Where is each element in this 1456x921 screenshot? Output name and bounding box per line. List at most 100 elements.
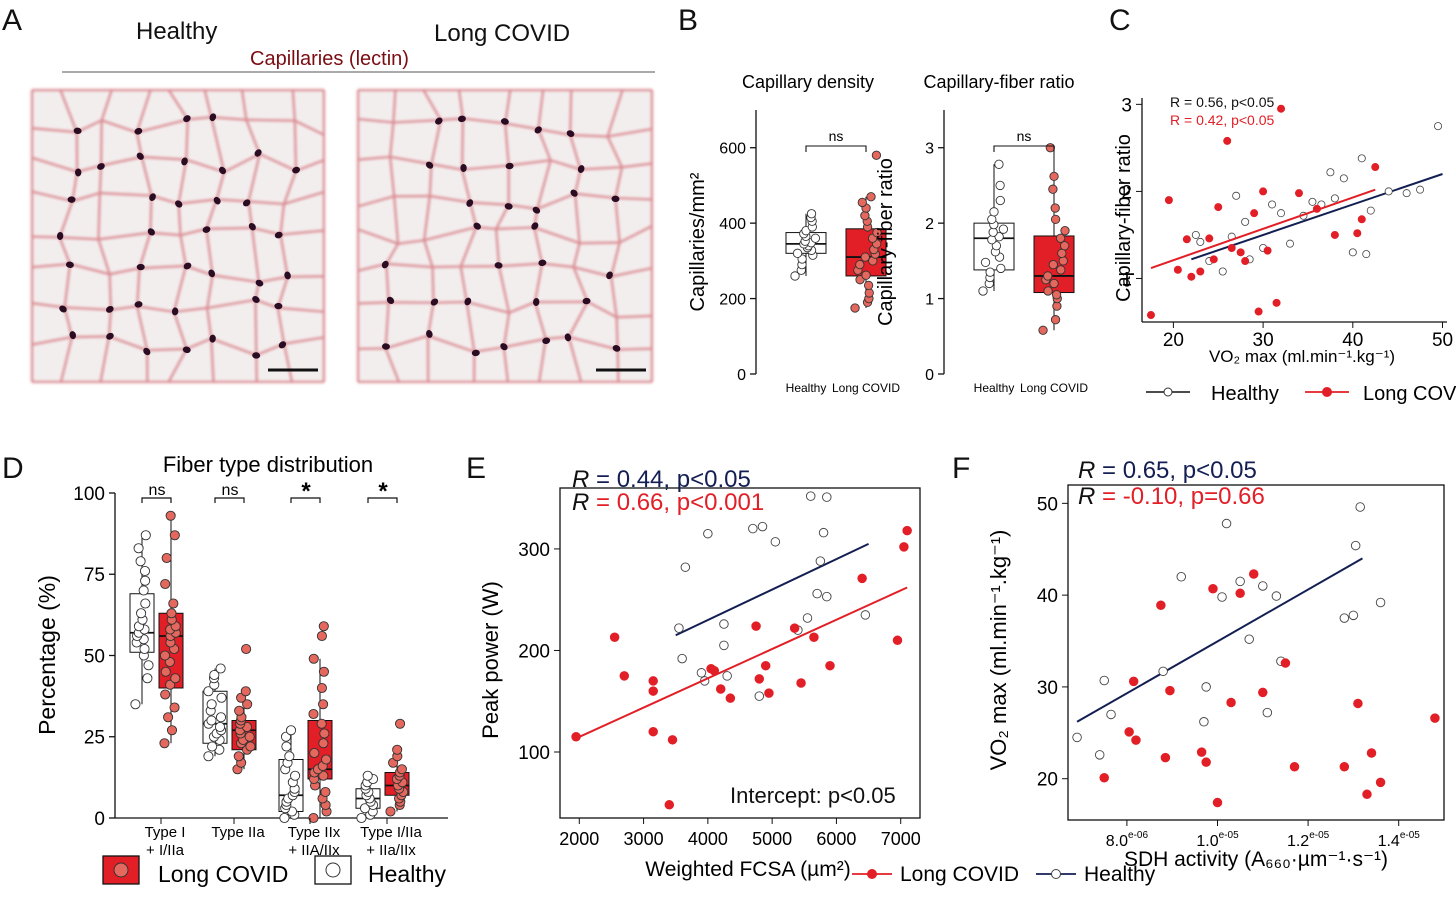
- panel-d-y-tick-label: 75: [84, 565, 105, 586]
- capillary-dot: [175, 200, 183, 208]
- capillary-dot: [171, 307, 179, 316]
- membrane-segment: [474, 345, 505, 354]
- capillary-dot: [460, 163, 467, 172]
- capillary-dots-healthy: [56, 113, 300, 359]
- panel-e-x-tick-label: 2000: [559, 829, 599, 849]
- capillary-dot: [532, 206, 541, 214]
- panel-f-point-longcovid: [1128, 676, 1139, 687]
- panel-b-density-x-tick-label: Healthy: [786, 381, 827, 395]
- panel-c-point-longcovid: [1227, 243, 1236, 252]
- panel-f-point-longcovid: [1362, 789, 1372, 800]
- panel-d-longcovid-g2-point: [318, 738, 329, 749]
- capillary-dot: [181, 157, 188, 166]
- membrane-segment: [210, 116, 226, 173]
- panel-d-longcovid-g0-point: [160, 578, 171, 590]
- panel-b-density-title: Capillary density: [742, 72, 874, 92]
- membrane-segment: [580, 165, 623, 171]
- capillary-dot: [143, 347, 151, 356]
- panel-b-ratio-longcovid-point: [1050, 315, 1061, 325]
- membrane-segment: [459, 226, 478, 267]
- panel-c-point-healthy: [1286, 239, 1295, 248]
- panel-f-point-healthy: [1339, 613, 1350, 623]
- membrane-segment: [206, 226, 253, 231]
- panel-b-ratio-title: Capillary-fiber ratio: [923, 72, 1074, 92]
- membrane-segment: [570, 133, 608, 138]
- membrane-segment: [616, 349, 620, 383]
- panel-f-point-longcovid: [1196, 747, 1207, 757]
- panel-b-ratio-longcovid-point: [1049, 278, 1059, 289]
- membrane-segment: [135, 268, 141, 307]
- panel-d-longcovid-g2-point: [308, 653, 319, 664]
- panel-e-point-longcovid: [825, 660, 835, 671]
- membrane-segment: [388, 156, 396, 197]
- panel-d-longcovid-g2-point: [316, 630, 327, 642]
- panel-e-point-healthy: [802, 613, 813, 623]
- panel-d-longcovid-g2-point: [318, 770, 329, 781]
- membrane-segment: [616, 314, 653, 319]
- membrane-segment: [384, 347, 401, 383]
- panel-b-ratio-sig-bracket: [993, 145, 1055, 152]
- panel-b-ratio-healthy-point: [994, 159, 1004, 169]
- panel-c-point-healthy: [1326, 168, 1335, 177]
- panel-e-point-longcovid: [648, 676, 658, 686]
- panel-e-point-longcovid: [667, 735, 678, 745]
- membrane-segment: [245, 119, 261, 155]
- membrane-segment: [258, 275, 288, 284]
- panel-f-point-healthy: [1201, 682, 1211, 692]
- membrane-segment: [31, 190, 73, 203]
- capillary-dot: [74, 168, 82, 177]
- capillary-dot: [570, 189, 578, 197]
- panel-e-x-axis-label: Weighted FCSA (µm²): [645, 858, 850, 881]
- membrane-segment: [167, 89, 189, 121]
- panel-b-density-healthy-point: [792, 248, 803, 258]
- panel-f-point-longcovid: [1339, 762, 1350, 772]
- membrane-segment: [609, 276, 618, 318]
- capillary-dot: [149, 193, 156, 201]
- panel-d-sig-bracket: [141, 497, 172, 503]
- legend-c-healthy-marker: [1163, 387, 1173, 397]
- capillary-dot: [425, 161, 434, 169]
- panel-d-healthy-g3-point: [362, 770, 373, 781]
- membrane-segment: [185, 158, 225, 174]
- panel-f-point-longcovid: [1131, 735, 1141, 745]
- membrane-segment: [504, 122, 539, 131]
- membrane-segment: [167, 348, 188, 383]
- panel-b-density-y-tick-label: 200: [719, 291, 746, 308]
- membrane-segment: [172, 265, 188, 313]
- panel-d-sig-bracket: [290, 497, 321, 503]
- panel-b-ratio-longcovid-point: [1050, 214, 1061, 225]
- panel-b-density-y-tick-label: 600: [719, 140, 746, 157]
- membrane-segment: [393, 118, 441, 124]
- panel-d-healthy-g1-point: [214, 721, 226, 733]
- panel-b-ratio-longcovid-point: [1043, 286, 1053, 296]
- membrane-network-healthy: [30, 88, 326, 384]
- panel-c-x-axis-label: VO₂ max (ml.min⁻¹.kg⁻¹): [1209, 347, 1395, 366]
- membrane-segment: [98, 165, 103, 194]
- membrane-segment: [180, 227, 207, 237]
- membrane-segment: [536, 159, 552, 210]
- panel-c-point-healthy: [1339, 174, 1348, 183]
- membrane-segment: [573, 265, 612, 278]
- panel-c-point-healthy: [1362, 250, 1371, 259]
- membrane-segment: [254, 299, 258, 356]
- panel-d-healthy-g2-point: [284, 751, 295, 762]
- panel-c-point-healthy: [1330, 194, 1339, 203]
- capillary-dot: [134, 301, 143, 308]
- membrane-segment: [259, 152, 297, 172]
- membrane-segment: [433, 300, 467, 305]
- panel-b-ratio-longcovid-point: [1056, 265, 1066, 275]
- membrane-segment: [205, 307, 213, 339]
- membrane-segment: [138, 232, 152, 269]
- membrane-segment: [429, 194, 471, 204]
- panel-d-sig-label: *: [378, 478, 388, 505]
- panel-b-density-longcovid-point: [860, 210, 870, 221]
- panel-d-longcovid-g0-point: [169, 530, 180, 541]
- panel-b-ratio-longcovid-point: [1055, 233, 1066, 243]
- panel-label-f: F: [952, 452, 971, 485]
- panel-e-stat-healthy: R = 0.44, p<0.05: [572, 466, 751, 493]
- membrane-segment: [215, 171, 226, 200]
- panel-a-longcovid-label: Long COVID: [434, 20, 571, 47]
- panel-d-longcovid-g3-point: [395, 718, 406, 729]
- panel-d-healthy-g0-point: [139, 565, 151, 577]
- membrane-segment: [503, 337, 546, 349]
